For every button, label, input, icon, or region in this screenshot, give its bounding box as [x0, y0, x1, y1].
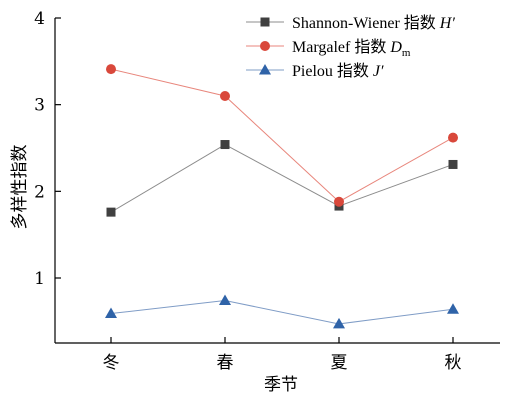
data-point — [448, 132, 458, 143]
data-point — [220, 91, 230, 101]
legend-entry: Shannon-Wiener 指数 H′ — [246, 14, 455, 32]
axes: 1 2 3 4 冬 春 夏 秋 — [34, 9, 500, 373]
series-triangle — [105, 294, 459, 329]
y-tick-label: 2 — [34, 182, 45, 202]
series-line — [110, 68, 454, 203]
data-point — [106, 64, 116, 75]
x-axis-title: 季节 — [264, 375, 298, 395]
data-point — [220, 140, 230, 150]
y-tick-label: 3 — [34, 96, 45, 116]
x-tick-label: 秋 — [445, 353, 462, 373]
y-tick-label: 1 — [34, 269, 45, 289]
legend-label: Shannon-Wiener 指数 H′ — [292, 14, 455, 32]
series-square — [106, 140, 458, 217]
legend-entry: Pielou 指数 J′ — [246, 62, 384, 80]
data-point — [106, 207, 116, 217]
y-axis-title: 多样性指数 — [10, 145, 30, 230]
legend-marker — [260, 41, 270, 51]
legend-label: Pielou 指数 J′ — [292, 62, 384, 80]
data-point — [219, 294, 231, 306]
data-point — [447, 303, 459, 314]
data-point — [333, 317, 345, 329]
series-layer — [105, 64, 459, 329]
data-point — [448, 159, 458, 169]
legend-label: Margalef 指数 Dm — [292, 38, 411, 59]
legend-entry: Margalef 指数 Dm — [246, 38, 411, 59]
data-point — [334, 196, 344, 207]
legend: Shannon-Wiener 指数 H′ Margalef 指数 Dm Pielou… — [246, 14, 455, 80]
legend-marker — [260, 17, 270, 27]
series-line — [110, 300, 454, 325]
data-point — [105, 307, 117, 319]
series-line — [110, 143, 454, 213]
legend-marker — [259, 64, 271, 75]
x-tick-label: 春 — [217, 353, 234, 373]
series-circle — [106, 64, 458, 207]
x-tick-label: 夏 — [331, 353, 348, 373]
y-tick-label: 4 — [34, 9, 45, 29]
x-tick-label: 冬 — [103, 353, 120, 373]
